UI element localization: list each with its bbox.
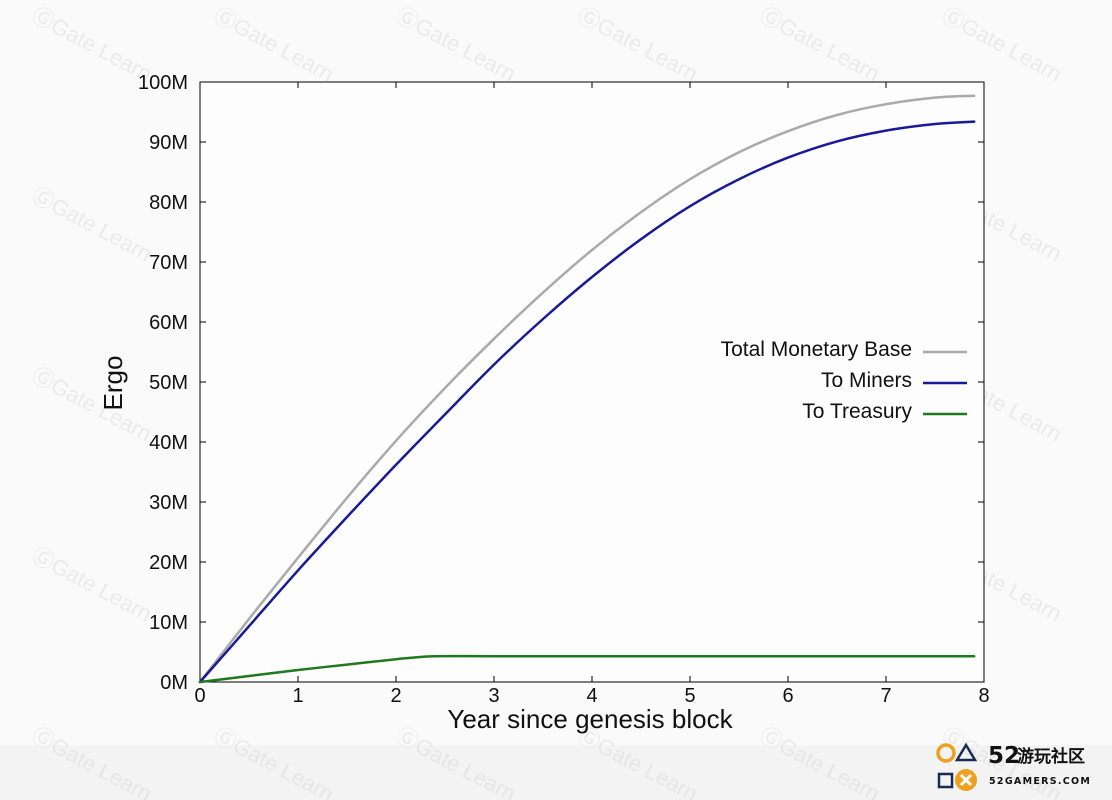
y-tick-label: 80M xyxy=(149,192,188,214)
x-axis-title: Year since genesis block xyxy=(447,704,733,734)
y-tick-label: 40M xyxy=(149,432,188,454)
y-axis-title: Ergo xyxy=(98,356,128,411)
y-tick-label: 30M xyxy=(149,492,188,514)
logo-cn-text: 游玩社区 xyxy=(1017,746,1085,767)
logo-number: 52 xyxy=(988,743,1020,769)
plot-area xyxy=(199,81,985,683)
logo: 52 游玩社区 52GAMERS.COM xyxy=(936,742,1091,791)
series-line-0 xyxy=(198,94,976,684)
x-tick-label: 8 xyxy=(978,685,989,707)
axis-tick-labels: 0 1 2 3 4 5 6 7 80M10M20M30M40M50M60M70M80M90M10… xyxy=(138,72,990,707)
x-tick-label: 3 xyxy=(488,685,499,707)
y-tick-label: 50M xyxy=(149,372,188,394)
triangle-icon xyxy=(954,742,978,762)
y-tick-label: 70M xyxy=(149,252,188,274)
x-tick-label: 2 xyxy=(390,685,401,707)
logo-domain: 52GAMERS.COM xyxy=(989,776,1091,787)
y-tick-label: 10M xyxy=(149,612,188,634)
x-tick-label: 4 xyxy=(586,685,597,707)
series-lines xyxy=(198,94,976,684)
legend-label: To Miners xyxy=(821,369,912,392)
series-line-2 xyxy=(198,654,976,684)
legend-label: Total Monetary Base xyxy=(721,338,912,361)
x-tick-label: 7 xyxy=(880,685,891,707)
x-tick-label: 1 xyxy=(292,685,303,707)
legend: Total Monetary Base To Miners To Treasury xyxy=(721,338,967,423)
square-icon xyxy=(937,772,954,789)
axis-ticks xyxy=(199,81,985,683)
x-tick-label: 0 xyxy=(194,685,205,707)
cross-icon xyxy=(959,773,973,787)
y-tick-label: 60M xyxy=(149,312,188,334)
y-tick-label: 90M xyxy=(149,132,188,154)
x-tick-label: 6 xyxy=(782,685,793,707)
y-tick-label: 100M xyxy=(138,72,188,94)
y-tick-label: 20M xyxy=(149,552,188,574)
y-tick-label: 0M xyxy=(160,672,188,694)
circle-icon xyxy=(936,743,956,763)
x-tick-label: 5 xyxy=(684,685,695,707)
bottom-band xyxy=(0,745,1112,800)
legend-label: To Treasury xyxy=(802,400,912,423)
series-line-1 xyxy=(198,120,976,684)
